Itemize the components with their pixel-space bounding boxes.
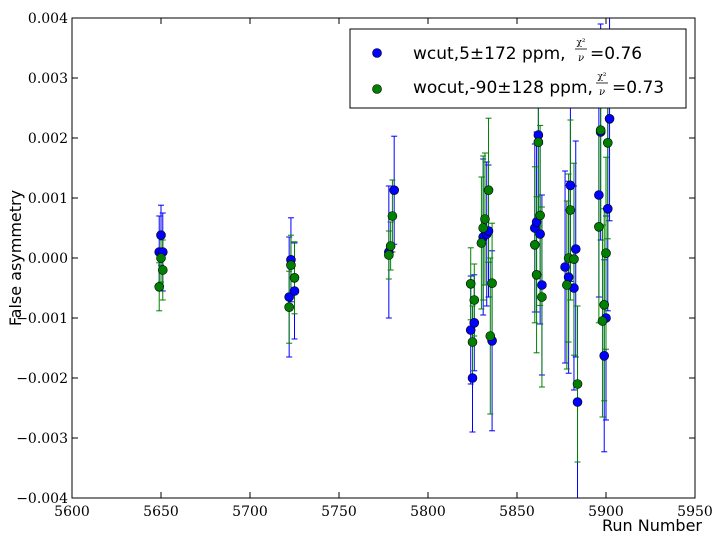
data-point [487, 278, 497, 289]
x-tick-label: 5750 [321, 504, 357, 520]
plot-area [154, 18, 615, 499]
data-point [284, 302, 294, 313]
y-tick-label: −0.002 [16, 371, 68, 387]
svg-text:ν: ν [599, 87, 605, 98]
x-tick-label: 5900 [588, 504, 624, 520]
y-tick-label: −0.003 [16, 431, 68, 447]
y-tick-label: −0.004 [16, 491, 68, 507]
data-point [289, 272, 300, 283]
chi-nu-fraction-wcut: χ² ν [575, 38, 587, 64]
data-point [469, 317, 480, 328]
x-tick-label: 5600 [54, 504, 90, 520]
data-point [485, 331, 496, 341]
data-point [601, 248, 611, 258]
data-point [597, 316, 608, 326]
y-axis-label: False asymmetry [6, 190, 25, 326]
legend-value-wcut: =0.76 [590, 44, 642, 64]
svg-text:ν: ν [578, 53, 584, 64]
data-point [533, 137, 544, 147]
y-tick-label: 0.001 [28, 191, 68, 207]
data-point [599, 350, 610, 361]
y-axis: −0.004 −0.003 −0.002 −0.001 0.000 0.001 0.002 0… [16, 11, 695, 507]
data-point [565, 180, 576, 191]
data-point [531, 269, 542, 280]
data-point [537, 292, 547, 302]
x-axis-label: Run Number [602, 516, 702, 535]
data-point [157, 265, 168, 275]
data-point [483, 185, 494, 195]
data-point [387, 211, 398, 221]
x-tick-label: 5800 [410, 504, 446, 520]
y-tick-label: −0.001 [16, 311, 68, 327]
data-point [384, 250, 394, 260]
data-point [480, 214, 490, 224]
series-layer [154, 18, 615, 499]
data-point [467, 337, 478, 347]
legend-label-wocut: wocut,-90±128 ppm, [413, 78, 593, 98]
y-tick-label: 0.003 [28, 71, 68, 87]
svg-text:χ²: χ² [597, 72, 606, 82]
data-point [599, 299, 610, 310]
data-point [569, 254, 579, 265]
data-point [560, 262, 570, 272]
data-point [535, 229, 545, 239]
data-point [604, 114, 615, 124]
data-point [385, 241, 396, 251]
y-tick-label: 0.000 [28, 251, 68, 267]
x-tick-label: 5650 [143, 504, 179, 520]
legend-marker-wocut [372, 84, 382, 94]
chi-nu-fraction-wocut: χ² ν [596, 72, 608, 98]
legend: wcut,5±172 ppm, χ² ν =0.76 wocut,-90±128… [349, 28, 687, 109]
data-point [565, 205, 576, 215]
data-point [535, 210, 545, 221]
data-point [562, 280, 572, 290]
legend-box [349, 28, 687, 109]
data-point [289, 286, 300, 296]
data-point [286, 260, 296, 271]
data-point [572, 379, 583, 389]
y-tick-label: 0.004 [28, 11, 68, 27]
x-tick-label: 5950 [677, 504, 713, 520]
data-point [467, 373, 478, 383]
x-axis: 5600 5650 5700 5750 5800 5850 5900 5950 [54, 18, 713, 520]
data-point [465, 278, 476, 289]
data-point [156, 230, 166, 240]
data-point [156, 253, 166, 263]
data-point [594, 222, 604, 232]
data-point [154, 281, 165, 292]
data-point [478, 223, 488, 233]
data-point [602, 204, 613, 214]
data-point [594, 190, 604, 200]
legend-marker-wcut [372, 48, 382, 58]
data-point [595, 125, 606, 135]
x-tick-label: 5700 [232, 504, 268, 520]
y-tick-label: 0.002 [28, 131, 68, 147]
data-point [389, 185, 399, 195]
x-tick-label: 5850 [499, 504, 535, 520]
legend-label-wcut: wcut,5±172 ppm, [413, 44, 566, 64]
data-point [469, 295, 480, 305]
data-point [476, 238, 487, 248]
data-point [570, 244, 581, 254]
data-point [284, 292, 294, 302]
series-markers-1 [154, 125, 613, 389]
legend-value-wocut: =0.73 [612, 78, 664, 98]
svg-text:χ²: χ² [576, 38, 585, 48]
data-point [572, 397, 583, 407]
data-point [529, 240, 540, 250]
data-point [563, 272, 574, 283]
data-point [602, 138, 613, 148]
data-point [537, 280, 547, 290]
